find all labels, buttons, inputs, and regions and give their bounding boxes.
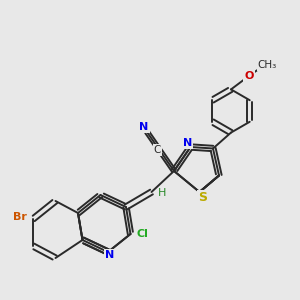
Text: N: N	[183, 138, 192, 148]
Text: O: O	[244, 71, 254, 81]
Text: C: C	[154, 145, 161, 155]
Text: CH₃: CH₃	[257, 60, 277, 70]
Text: Cl: Cl	[136, 229, 148, 239]
Text: N: N	[105, 250, 114, 260]
Text: H: H	[158, 188, 166, 199]
Text: N: N	[140, 122, 148, 133]
Text: Br: Br	[14, 212, 27, 223]
Text: S: S	[198, 191, 207, 204]
